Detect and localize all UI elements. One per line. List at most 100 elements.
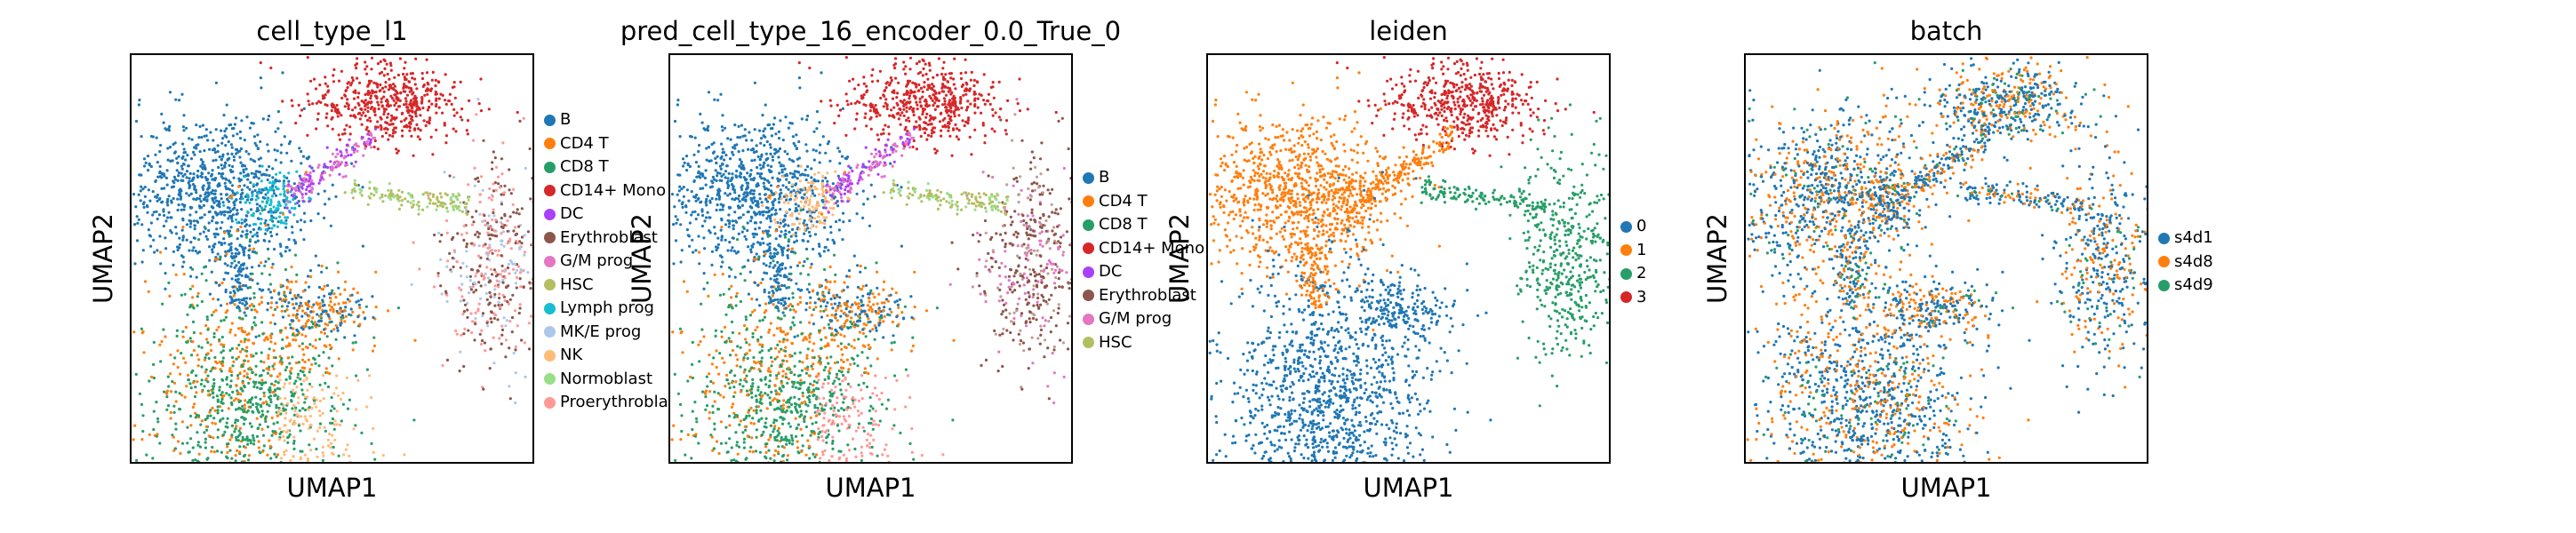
scatter-point	[212, 382, 216, 386]
scatter-point	[226, 229, 229, 233]
scatter-point	[788, 213, 792, 217]
scatter-point	[205, 428, 209, 432]
scatter-point	[697, 170, 700, 173]
scatter-point	[249, 439, 252, 442]
scatter-point	[185, 176, 188, 179]
scatter-point	[375, 97, 379, 100]
scatter-point	[295, 386, 299, 389]
scatter-point	[140, 135, 143, 139]
scatter-point	[369, 140, 372, 144]
scatter-point	[355, 374, 358, 378]
scatter-point	[396, 194, 399, 197]
scatter-point	[156, 217, 159, 221]
scatter-point	[870, 80, 875, 84]
scatter-point	[694, 249, 698, 252]
scatter-point	[798, 86, 802, 90]
scatter-point	[786, 152, 789, 155]
scatter-point	[722, 203, 725, 207]
legend-label: Lymph prog	[560, 298, 654, 317]
scatter-point	[497, 182, 500, 186]
scatter-point	[466, 132, 469, 136]
scatter-point	[913, 90, 916, 94]
scatter-point	[414, 57, 418, 60]
scatter-point	[469, 312, 473, 315]
scatter-point	[256, 196, 260, 200]
scatter-point	[344, 448, 348, 451]
scatter-point	[284, 299, 287, 303]
scatter-point	[788, 180, 791, 185]
scatter-point	[244, 223, 249, 227]
scatter-point	[796, 177, 799, 180]
scatter-point	[776, 177, 780, 180]
scatter-point	[756, 241, 760, 244]
scatter-point	[230, 261, 234, 265]
scatter-point	[317, 264, 321, 267]
scatter-point	[884, 98, 888, 101]
scatter-point	[800, 117, 804, 121]
scatter-point	[220, 163, 223, 167]
scatter-point	[470, 330, 474, 335]
scatter-point	[387, 138, 390, 141]
scatter-point	[508, 298, 512, 301]
scatter-point	[807, 207, 812, 211]
scatter-point	[355, 67, 358, 70]
scatter-point	[175, 232, 179, 235]
scatter-point	[924, 128, 928, 131]
scatter-point	[246, 409, 250, 412]
scatter-point	[697, 235, 700, 238]
scatter-point	[753, 81, 756, 84]
scatter-point	[271, 314, 275, 317]
scatter-point	[244, 284, 248, 288]
scatter-point	[240, 267, 244, 271]
scatter-point	[254, 323, 258, 327]
scatter-point	[491, 195, 494, 198]
scatter-point	[188, 194, 191, 197]
scatter-point	[250, 308, 253, 312]
scatter-point	[246, 174, 250, 178]
scatter-point	[199, 200, 203, 203]
scatter-point	[222, 203, 226, 207]
scatter-point	[268, 164, 271, 169]
scatter-point	[356, 57, 359, 60]
scatter-point	[355, 62, 359, 66]
scatter-point	[212, 192, 216, 195]
scatter-point	[445, 265, 449, 268]
scatter-point	[228, 367, 232, 370]
scatter-point	[681, 205, 684, 209]
scatter-point	[763, 271, 766, 274]
scatter-point	[759, 141, 763, 145]
scatter-point	[203, 431, 206, 434]
scatter-point	[283, 174, 286, 178]
scatter-point	[377, 103, 380, 107]
scatter-point	[308, 405, 311, 410]
scatter-point	[322, 351, 325, 354]
scatter-point	[716, 243, 720, 246]
scatter-point	[197, 197, 202, 201]
scatter-point	[311, 187, 315, 191]
scatter-point	[412, 199, 415, 203]
scatter-point	[327, 197, 331, 201]
scatter-point	[394, 93, 397, 97]
scatter-point	[155, 210, 158, 213]
scatter-point	[199, 158, 204, 162]
scatter-point	[194, 188, 197, 192]
scatter-point	[197, 238, 201, 242]
scatter-point	[802, 208, 805, 211]
scatter-point	[149, 244, 153, 248]
scatter-point	[191, 267, 195, 271]
scatter-point	[212, 387, 215, 391]
scatter-point	[186, 313, 189, 316]
scatter-point	[501, 281, 505, 284]
scatter-point	[676, 99, 680, 102]
scatter-point	[340, 96, 344, 99]
scatter-point	[679, 223, 683, 227]
scatter-point	[815, 110, 819, 114]
scatter-point	[508, 215, 512, 219]
scatter-point	[492, 208, 495, 211]
scatter-point	[240, 298, 244, 302]
scatter-point	[425, 58, 428, 61]
scatter-point	[168, 91, 172, 94]
scatter-point	[252, 176, 256, 179]
scatter-point	[296, 330, 300, 333]
scatter-point	[435, 128, 438, 131]
